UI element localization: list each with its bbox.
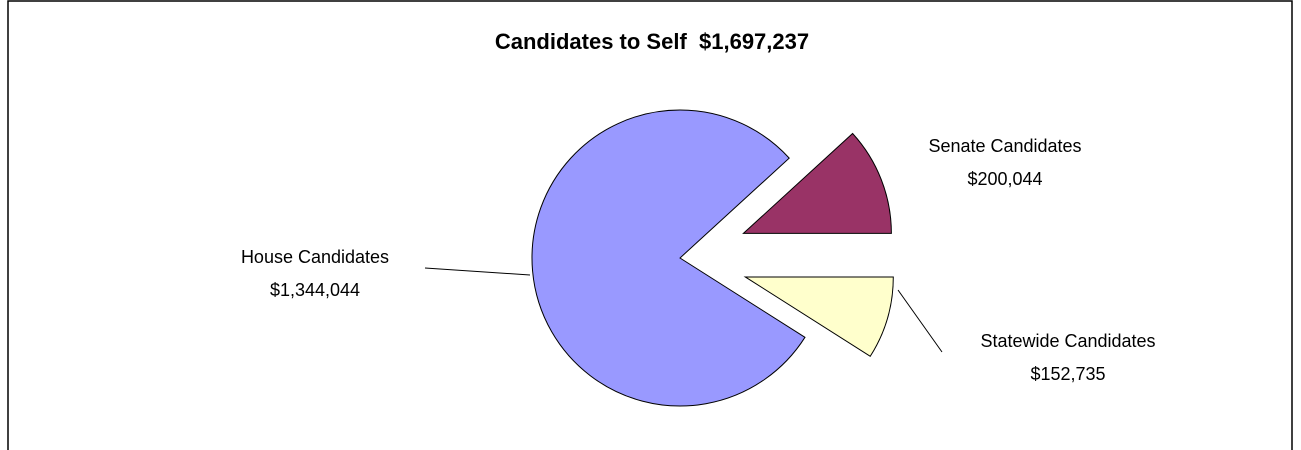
pie-slice <box>743 276 894 357</box>
leader-line <box>424 267 531 276</box>
slice-value-label: $200,044 <box>967 169 1042 189</box>
slice-value-label: $1,344,044 <box>270 280 360 300</box>
slice-label: House Candidates <box>241 247 389 267</box>
slice-value-label: $152,735 <box>1030 364 1105 384</box>
slice-label: Senate Candidates <box>928 136 1081 156</box>
slice-label: Statewide Candidates <box>980 331 1155 351</box>
chart-title: Candidates to Self $1,697,237 <box>495 29 809 54</box>
pie-slice <box>742 132 892 234</box>
pie-slice <box>531 109 806 407</box>
leader-line <box>897 289 943 353</box>
